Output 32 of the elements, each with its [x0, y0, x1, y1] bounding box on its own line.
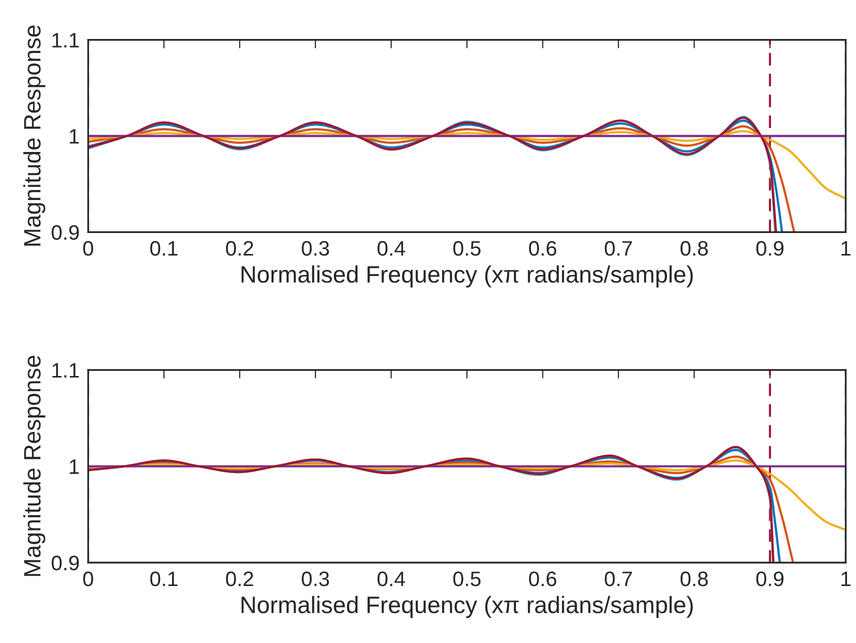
y-axis-title: Magnitude Response: [23, 25, 46, 246]
x-tick-label: 0.3: [302, 241, 329, 256]
x-tick-label: 0.2: [226, 572, 254, 586]
x-axis-title: Normalised Frequency (xπ radians/sample): [242, 596, 693, 618]
y-tick-label: 1: [70, 460, 79, 474]
x-tick-label: 1: [842, 241, 851, 256]
x-tick-label: 0.5: [453, 572, 481, 586]
x-tick-label: 0.6: [529, 241, 556, 256]
x-tick-label: 0.4: [378, 572, 406, 586]
x-tick-label: 0.8: [680, 572, 708, 586]
x-tick-label: 1: [842, 572, 851, 586]
y-tick-label: 1: [70, 129, 79, 144]
x-tick-label: 0.2: [226, 241, 254, 256]
y-tick-label: 1.1: [52, 33, 79, 48]
x-tick-label: 0.9: [756, 241, 784, 256]
x-tick-label: 0: [83, 241, 94, 256]
y-tick-label: 0.9: [52, 225, 79, 240]
x-tick-label: 0.3: [302, 572, 329, 586]
y-tick-label: 0.9: [52, 556, 79, 570]
y-axis-title: Magnitude Response: [23, 356, 46, 576]
x-tick-label: 0.9: [756, 572, 784, 586]
x-axis-title: Normalised Frequency (xπ radians/sample): [242, 265, 693, 288]
x-tick-label: 0.1: [150, 572, 178, 586]
x-tick-label: 0.5: [453, 241, 481, 256]
x-tick-label: 0.7: [604, 241, 632, 256]
x-tick-label: 0.6: [529, 572, 556, 586]
x-tick-label: 0.7: [604, 572, 632, 586]
x-tick-label: 0.4: [378, 241, 406, 256]
x-tick-label: 0: [83, 572, 94, 586]
x-tick-label: 0.1: [150, 241, 178, 256]
x-tick-label: 0.8: [680, 241, 708, 256]
y-tick-label: 1.1: [52, 363, 79, 378]
